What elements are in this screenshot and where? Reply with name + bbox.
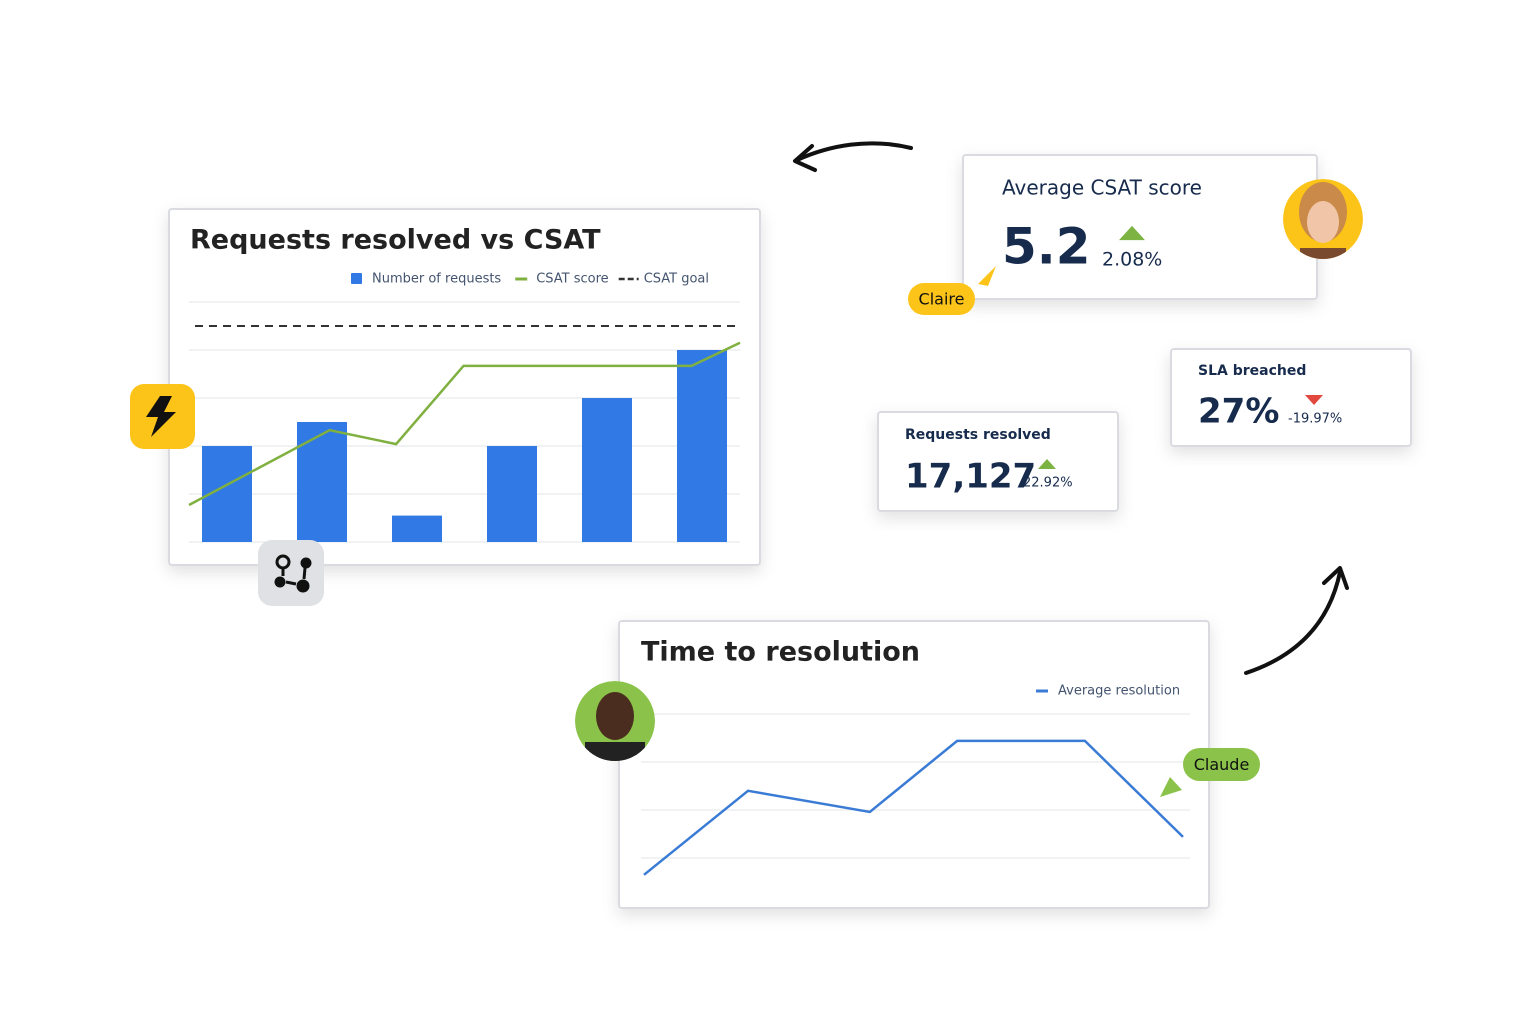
- bar: [487, 446, 537, 542]
- chart-card: [168, 208, 761, 566]
- kpi-value: 5.2: [1002, 218, 1091, 276]
- trend-arrow: [1119, 225, 1145, 241]
- arrow-head: [793, 144, 817, 172]
- avatar: [575, 681, 655, 761]
- arrow: [795, 141, 913, 162]
- chart-title: Requests resolved vs CSAT: [190, 225, 601, 256]
- cursor-pointer: [1160, 777, 1182, 797]
- trend-arrow: [1038, 459, 1056, 469]
- kpi-value: 17,127: [905, 457, 1036, 497]
- kpi-change: -19.97%: [1288, 412, 1342, 427]
- kpi-card: [1170, 348, 1412, 447]
- bar: [297, 422, 347, 542]
- cursor-pointer: [978, 266, 996, 286]
- resolution-line: [643, 739, 1184, 876]
- app-icon: [258, 540, 324, 606]
- name-tag: [1183, 748, 1260, 781]
- nodes-icon: [274, 554, 312, 593]
- csat-line: [188, 341, 741, 507]
- chart-title: Time to resolution: [641, 637, 920, 668]
- trend-arrow: [1305, 395, 1323, 405]
- kpi-title: Average CSAT score: [1002, 176, 1202, 200]
- arrow: [1244, 570, 1342, 675]
- legend-label: Number of requests: [372, 272, 501, 287]
- kpi-card: [877, 411, 1119, 512]
- legend-label: Average resolution: [1058, 684, 1180, 699]
- bar: [582, 398, 632, 542]
- lightning-icon: [146, 396, 176, 437]
- legend-label: CSAT score: [536, 272, 608, 287]
- kpi-title: Requests resolved: [905, 427, 1051, 443]
- name-tag-label: Claire: [919, 290, 965, 309]
- kpi-value: 27%: [1198, 392, 1279, 432]
- legend-swatch: [351, 273, 362, 284]
- bar: [392, 515, 442, 542]
- avatar: [1283, 179, 1363, 259]
- name-tag-label: Claude: [1194, 755, 1250, 774]
- name-tag: [908, 283, 975, 315]
- kpi-title: SLA breached: [1198, 363, 1306, 379]
- legend-label: CSAT goal: [644, 272, 709, 287]
- bar: [677, 350, 727, 542]
- kpi-change: 22.92%: [1023, 476, 1073, 491]
- arrow-head: [1322, 566, 1349, 590]
- kpi-change: 2.08%: [1102, 249, 1162, 271]
